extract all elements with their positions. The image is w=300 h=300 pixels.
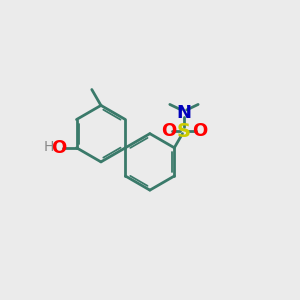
Text: O: O — [51, 139, 66, 157]
Text: O: O — [161, 122, 176, 140]
Text: N: N — [176, 103, 191, 122]
Text: H: H — [44, 140, 54, 154]
Text: S: S — [177, 122, 191, 140]
Text: O: O — [192, 122, 207, 140]
